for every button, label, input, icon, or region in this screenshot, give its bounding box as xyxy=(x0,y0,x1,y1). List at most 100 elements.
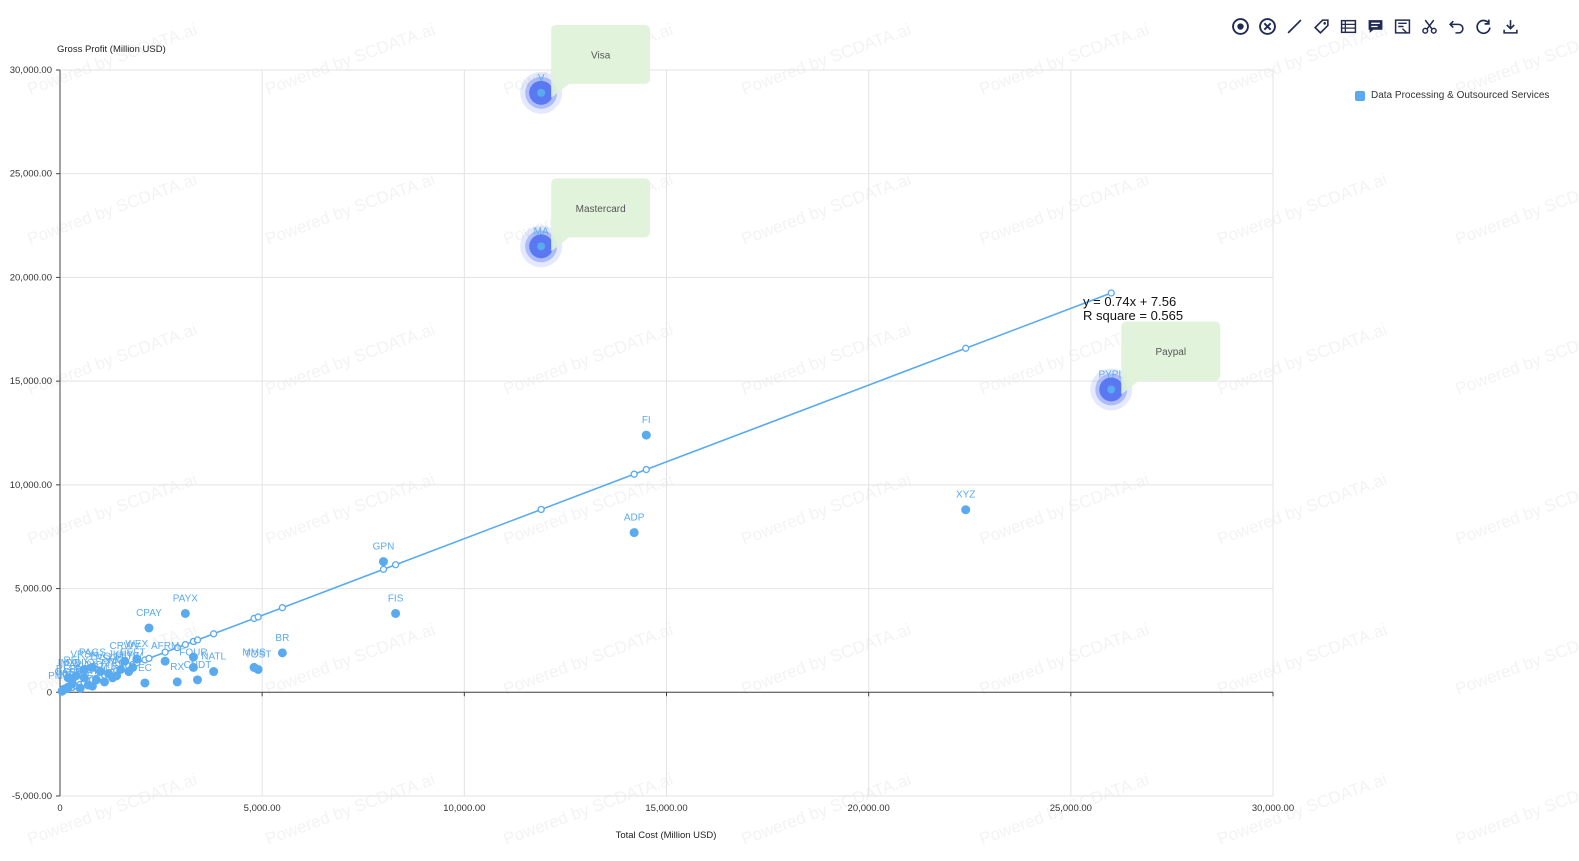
point-label: CASS xyxy=(54,667,82,678)
trendline-equation: y = 0.74x + 7.56 xyxy=(1083,294,1176,309)
legend[interactable]: Data Processing & Outsourced Services xyxy=(1355,90,1549,101)
point-label: PAY xyxy=(63,660,82,671)
watermark-text: Powered by SCDATA.ai xyxy=(1215,770,1390,849)
point-label: PAYX xyxy=(173,593,199,604)
data-point xyxy=(378,557,388,567)
watermark-layer: Powered by SCDATA.ai Powered by SCDATA.ai… xyxy=(25,20,1579,849)
trendline-marker xyxy=(173,643,181,652)
point-label: RELY xyxy=(63,656,89,667)
watermark-text: Powered by SCDATA.ai xyxy=(1453,770,1579,849)
watermark-text: Powered by SCDATA.ai xyxy=(1215,320,1390,399)
data-point xyxy=(641,430,651,440)
trendline-marker xyxy=(161,648,169,656)
point-label: FIS xyxy=(388,593,404,604)
y-tick-label: -5,000.00 xyxy=(12,791,52,802)
data-point xyxy=(188,652,198,662)
watermark-text: Powered by SCDATA.ai xyxy=(977,470,1152,549)
data-point xyxy=(209,667,219,677)
point-label: TOST xyxy=(245,649,271,660)
watermark-text: Powered by SCDATA.ai xyxy=(977,170,1152,249)
point-label: MQ xyxy=(109,656,125,667)
trendline-marker xyxy=(181,640,189,649)
y-tick-label: 5,000.00 xyxy=(15,584,52,595)
y-tick-label: 0 xyxy=(47,687,52,698)
image-text-icon[interactable] xyxy=(1392,16,1413,37)
callout-label: Mastercard xyxy=(576,204,626,215)
point-label: PYPL xyxy=(1098,369,1124,380)
point-label: MA xyxy=(534,226,549,237)
callout-label: Visa xyxy=(591,50,611,61)
point-label: PMTS xyxy=(48,671,76,682)
legend-label: Data Processing & Outsourced Services xyxy=(1371,90,1550,101)
point-label: EEFT xyxy=(120,647,146,658)
watermark-text: Powered by SCDATA.ai xyxy=(1453,470,1579,549)
data-point xyxy=(192,675,202,685)
watermark-text: Powered by SCDATA.ai xyxy=(25,170,200,249)
point-label: JKHY xyxy=(108,649,134,660)
comment-icon[interactable] xyxy=(1365,16,1386,37)
data-point xyxy=(57,686,67,696)
trendline-marker xyxy=(962,344,970,352)
data-point xyxy=(79,673,89,683)
data-point xyxy=(120,656,130,666)
point-label: PSFE xyxy=(95,654,121,665)
data-point xyxy=(79,664,89,674)
trendline-marker xyxy=(391,561,400,569)
scissors-icon[interactable] xyxy=(1419,16,1440,37)
watermark-text: Powered by SCDATA.ai xyxy=(739,470,914,549)
point-label: IMXI xyxy=(58,658,79,669)
point-label: BR xyxy=(275,633,289,644)
data-point xyxy=(140,678,150,688)
undo-icon[interactable] xyxy=(1446,16,1467,37)
watermark-text: Powered by SCDATA.ai xyxy=(501,470,676,549)
data-point xyxy=(180,608,190,618)
close-circle-icon[interactable] xyxy=(1257,16,1278,37)
download-icon[interactable] xyxy=(1500,16,1521,37)
data-point xyxy=(277,648,287,658)
trendline-marker xyxy=(145,654,153,663)
x-tick-label: 20,000.00 xyxy=(848,803,890,814)
point-label: EC xyxy=(138,663,152,674)
data-point xyxy=(160,656,170,666)
point-label: CPAY xyxy=(136,608,162,619)
point-label: ADP xyxy=(624,513,645,524)
trendline-marker xyxy=(1107,289,1115,297)
watermark-text: Powered by SCDATA.ai xyxy=(25,770,200,849)
point-label: PAYO xyxy=(75,665,102,676)
data-point xyxy=(537,88,546,97)
point-label: PAGS xyxy=(79,647,106,658)
watermark-text: Powered by SCDATA.ai xyxy=(263,20,438,99)
point-label: V xyxy=(538,73,545,84)
point-label: EVO xyxy=(90,652,111,663)
y-tick-label: 25,000.00 xyxy=(10,169,52,180)
point-label: FLYW xyxy=(115,652,143,663)
table-icon[interactable] xyxy=(1338,16,1359,37)
point-label: PRTH xyxy=(79,666,106,677)
callout-bubble xyxy=(551,178,651,252)
data-point xyxy=(188,662,198,672)
x-axis-title: Total Cost (Million USD) xyxy=(616,830,717,841)
point-label: REPAY xyxy=(56,664,89,675)
line-icon[interactable] xyxy=(1284,16,1305,37)
point-label: TREE xyxy=(67,668,94,679)
legend-swatch xyxy=(1355,90,1365,101)
trendline-marker xyxy=(537,505,545,514)
chart-toolbar xyxy=(1230,14,1521,38)
callout-bubble xyxy=(1121,321,1221,395)
point-label: AVDX xyxy=(83,660,110,671)
point-label: CNDT xyxy=(184,660,212,671)
data-point xyxy=(128,662,138,672)
trendline-r-squared: R square = 0.565 xyxy=(1083,308,1183,323)
data-point xyxy=(172,677,182,687)
callout-bubble xyxy=(551,24,651,98)
tag-icon[interactable] xyxy=(1311,16,1332,37)
point-label: WEX xyxy=(125,639,148,650)
watermark-text: Powered by SCDATA.ai xyxy=(739,170,914,249)
target-icon[interactable] xyxy=(1230,16,1251,37)
trendline-marker xyxy=(193,636,202,644)
data-point xyxy=(253,664,263,674)
refresh-icon[interactable] xyxy=(1473,16,1494,37)
data-point xyxy=(629,528,639,538)
watermark-text: Powered by SCDATA.ai xyxy=(501,320,676,399)
trendline-marker xyxy=(642,465,650,474)
